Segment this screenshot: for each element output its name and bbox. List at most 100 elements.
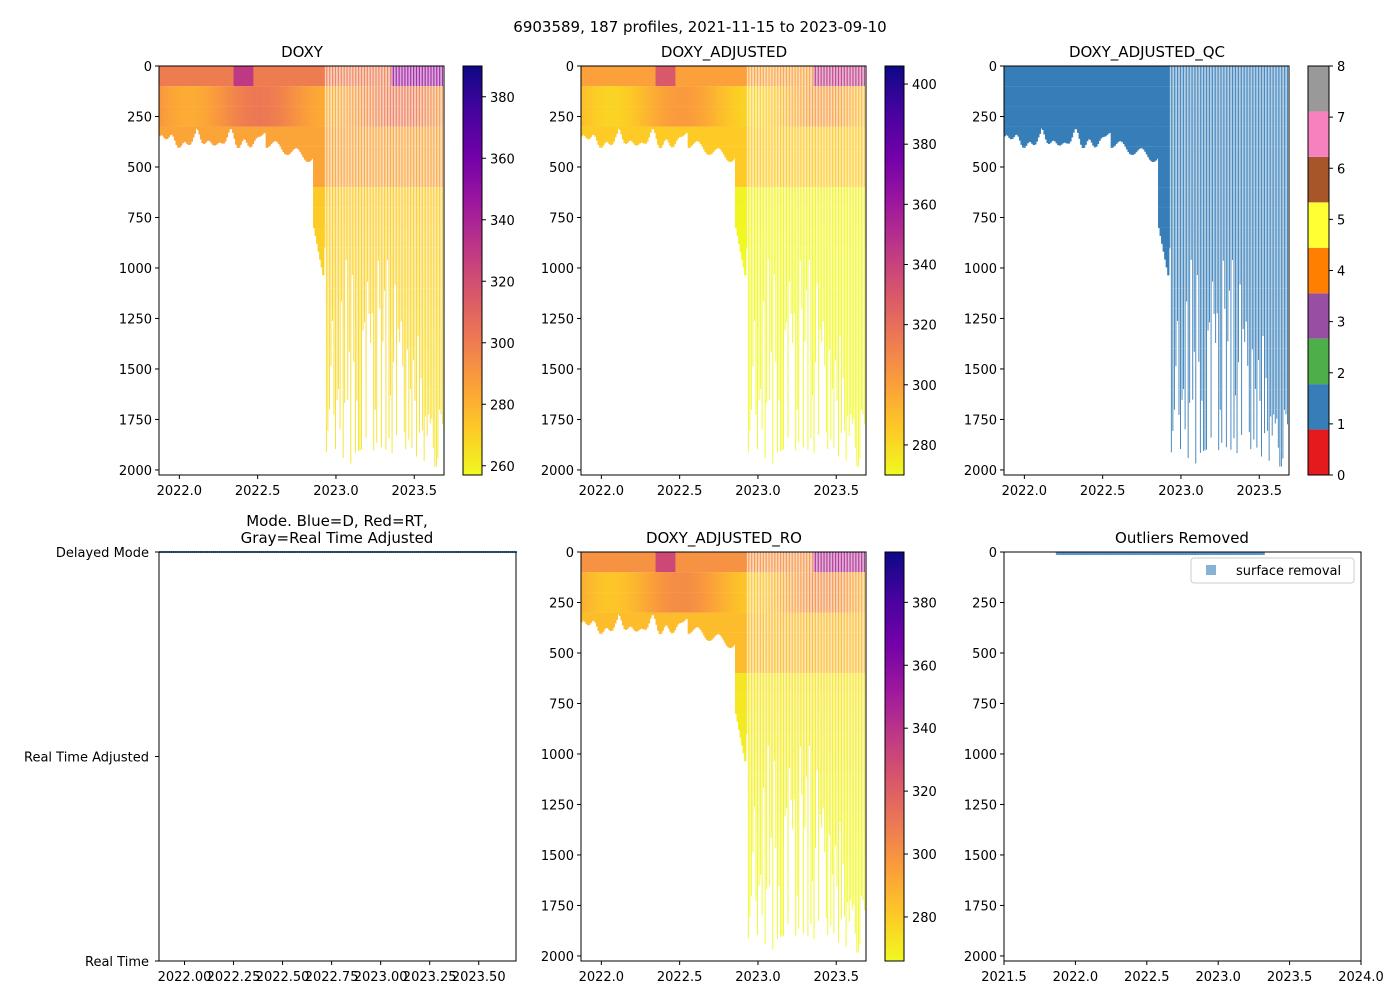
heatmap-doxy_adj-cell bbox=[738, 207, 741, 228]
heatmap-doxy-cell bbox=[393, 328, 395, 349]
heatmap-doxy_ro-cell bbox=[776, 875, 778, 896]
heatmap-doxy_ro-cell bbox=[747, 673, 749, 694]
heatmap-doxy_ro-cell bbox=[812, 713, 813, 734]
heatmap-doxy_ro-cell bbox=[741, 713, 744, 734]
heatmap-doxy_adj-cell bbox=[739, 86, 742, 107]
heatmap-doxy_ro-cell bbox=[611, 572, 614, 593]
heatmap-doxy-cell bbox=[393, 288, 395, 309]
heatmap-doxy_ro-cell bbox=[617, 572, 620, 593]
heatmap-doxy-cell bbox=[416, 288, 417, 309]
heatmap-doxy_ro-cell bbox=[773, 632, 775, 653]
heatmap-doxy_adj-cell bbox=[860, 368, 862, 390]
heatmap-doxy_adj-cell bbox=[747, 409, 749, 430]
heatmap-doxy-cell bbox=[283, 86, 287, 107]
heatmap-doxy_ro-cell bbox=[757, 774, 758, 795]
heatmap-doxy_adj-cell bbox=[603, 126, 606, 144]
heatmap-doxy_ro-cell bbox=[614, 552, 617, 573]
heatmap-doxy_ro-cell bbox=[649, 572, 652, 593]
heatmap-doxy_ro-cell bbox=[764, 652, 766, 674]
heatmap-doxy_adj-cell bbox=[715, 126, 718, 147]
heatmap-doxy-cell bbox=[351, 126, 353, 147]
axes-doxy_adj-xtick-label: 2022.5 bbox=[657, 484, 703, 499]
heatmap-doxy_adj-cell bbox=[632, 106, 635, 127]
heatmap-doxy-cell bbox=[365, 227, 367, 248]
heatmap-doxy_adj-cell bbox=[807, 288, 809, 309]
heatmap-doxy_adj-cell bbox=[654, 126, 657, 133]
heatmap-doxy_adj-cell bbox=[692, 126, 695, 144]
heatmap-doxy_ro-cell bbox=[715, 632, 718, 635]
heatmap-doxy_ro-cell bbox=[812, 612, 813, 633]
heatmap-doxy-cell bbox=[350, 288, 352, 309]
heatmap-doxy-cell bbox=[379, 106, 381, 127]
heatmap-doxy-cell bbox=[268, 106, 271, 127]
heatmap-doxy_ro-cell bbox=[779, 774, 781, 795]
heatmap-doxy_adj-cell bbox=[848, 429, 850, 436]
heatmap-doxy_adj-cell bbox=[864, 328, 865, 349]
heatmap-doxy_ro-cell bbox=[643, 572, 646, 593]
heatmap-doxy-cell bbox=[354, 187, 356, 208]
heatmap-doxy_ro-cell bbox=[718, 592, 721, 613]
heatmap-doxy_adj-cell bbox=[776, 409, 778, 430]
heatmap-doxy-cell bbox=[341, 227, 343, 248]
heatmap-doxy_ro-cell bbox=[632, 572, 635, 593]
heatmap-doxy-cell bbox=[215, 106, 218, 127]
heatmap-doxy_adj-cell bbox=[758, 66, 760, 87]
heatmap-doxy-cell bbox=[428, 86, 430, 107]
heatmap-doxy-cell bbox=[438, 389, 440, 410]
heatmap-doxy_adj-cell bbox=[816, 146, 818, 167]
heatmap-doxy_ro-cell bbox=[626, 612, 629, 629]
heatmap-doxy-cell bbox=[399, 207, 401, 228]
heatmap-doxy_ro-cell bbox=[755, 552, 757, 573]
heatmap-doxy_adj-cell bbox=[857, 288, 859, 309]
heatmap-doxy_ro-cell bbox=[735, 612, 738, 633]
heatmap-doxy_adj-cell bbox=[712, 106, 715, 127]
heatmap-doxy-cell bbox=[391, 449, 393, 454]
heatmap-doxy-cell bbox=[342, 166, 344, 188]
heatmap-doxy-cell bbox=[370, 227, 372, 248]
heatmap-doxy_adj-cell bbox=[640, 66, 643, 87]
heatmap-doxy_adj-cell bbox=[683, 126, 686, 135]
heatmap-doxy-cell bbox=[299, 66, 302, 87]
heatmap-doxy_adj-cell bbox=[842, 247, 844, 268]
heatmap-doxy_ro-cell bbox=[783, 673, 784, 694]
heatmap-doxy-cell bbox=[338, 368, 340, 390]
heatmap-doxy-cell bbox=[414, 106, 416, 127]
heatmap-doxy_adj-cell bbox=[807, 86, 809, 107]
heatmap-doxy_adj-cell bbox=[833, 66, 835, 87]
heatmap-doxy-cell bbox=[339, 166, 341, 188]
heatmap-doxy-cell bbox=[367, 86, 369, 107]
heatmap-doxy-cell bbox=[215, 66, 218, 87]
heatmap-doxy_adj-cell bbox=[856, 328, 858, 349]
heatmap-doxy-cell bbox=[180, 66, 183, 87]
heatmap-doxy-cell bbox=[435, 409, 437, 430]
heatmap-doxy-cell bbox=[267, 146, 270, 148]
heatmap-doxy_adj-cell bbox=[705, 66, 709, 87]
heatmap-doxy-cell bbox=[411, 207, 413, 228]
heatmap-doxy-cell bbox=[435, 429, 437, 450]
heatmap-doxy_adj-cell bbox=[839, 288, 841, 309]
heatmap-doxy-cell bbox=[414, 126, 416, 147]
heatmap-doxy-cell bbox=[435, 328, 437, 349]
heatmap-doxy-cell bbox=[322, 247, 325, 268]
panel-title-doxy-adjusted: DOXY_ADJUSTED bbox=[661, 43, 787, 62]
heatmap-doxy_ro-cell bbox=[798, 673, 800, 694]
heatmap-doxy_adj-cell bbox=[809, 166, 810, 188]
heatmap-doxy_ro-cell bbox=[752, 693, 754, 714]
heatmap-doxy_adj-cell bbox=[850, 409, 852, 415]
heatmap-doxy_ro-cell bbox=[684, 612, 687, 620]
heatmap-doxy_adj-cell bbox=[611, 66, 614, 87]
heatmap-doxy_ro-cell bbox=[766, 693, 768, 714]
heatmap-doxy-cell bbox=[238, 66, 241, 87]
heatmap-doxy_adj-cell bbox=[862, 288, 864, 309]
heatmap-doxy_ro-cell bbox=[778, 673, 780, 694]
heatmap-doxy_adj-cell bbox=[702, 146, 706, 150]
heatmap-doxy_adj-cell bbox=[854, 106, 856, 127]
heatmap-doxy_ro-cell bbox=[757, 612, 758, 633]
heatmap-doxy_ro-cell bbox=[776, 592, 778, 613]
heatmap-doxy_adj-cell bbox=[847, 126, 849, 147]
heatmap-doxy-cell bbox=[303, 66, 307, 87]
heatmap-doxy-cell bbox=[374, 247, 376, 268]
heatmap-doxy-cell bbox=[291, 126, 294, 147]
heatmap-doxy_adj-cell bbox=[689, 146, 692, 148]
heatmap-doxy_ro-cell bbox=[779, 753, 781, 775]
